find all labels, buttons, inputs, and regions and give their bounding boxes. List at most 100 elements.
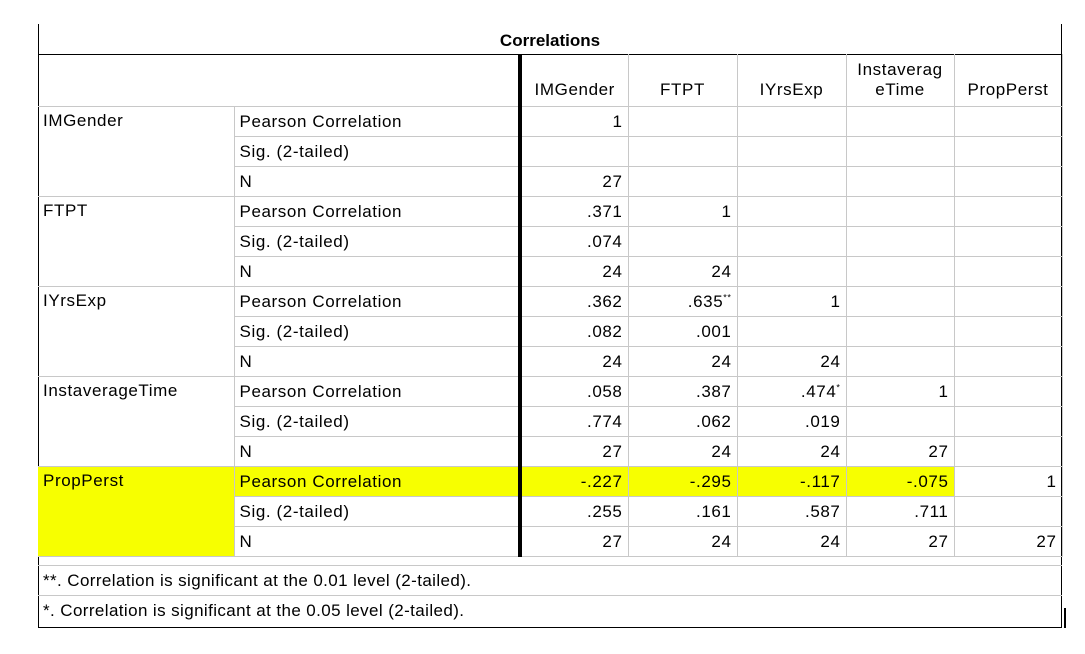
footnote-005: *. Correlation is significant at the 0.0… xyxy=(38,595,1062,625)
table-cell: .082 xyxy=(518,316,629,347)
table-row: IYrsExp Pearson Correlation .362.635** 1 xyxy=(38,286,1063,377)
stat-label: Sig. (2-tailed) xyxy=(233,496,521,527)
footnote-001: **. Correlation is significant at the 0.… xyxy=(38,565,1062,595)
table-cell: .062 xyxy=(627,406,738,437)
table-row: FTPT Pearson Correlation .371 1 xyxy=(38,196,1063,287)
table-cell xyxy=(736,226,847,257)
table-cell: 24 xyxy=(627,256,738,287)
variable-label: IYrsExp xyxy=(38,286,235,377)
table-cell xyxy=(953,376,1063,407)
table-cell: .362 xyxy=(518,286,629,317)
stat-label: Sig. (2-tailed) xyxy=(233,136,521,167)
stat-label: N xyxy=(233,526,521,557)
table-cell: 24 xyxy=(627,346,738,377)
table-row: N 27 24 24 27 27 xyxy=(38,526,1063,557)
table-cell: 1 xyxy=(627,196,738,227)
stat-label: N xyxy=(233,256,521,287)
stat-label: Pearson Correlation xyxy=(233,466,521,497)
stat-label: N xyxy=(233,346,521,377)
table-cell: .387 xyxy=(627,376,738,407)
table-cell xyxy=(845,286,955,317)
table-cell: 27 xyxy=(518,526,629,557)
column-header: IYrsExp xyxy=(736,54,847,107)
significance-mark: * xyxy=(836,381,841,392)
table-cell xyxy=(845,196,955,227)
table-row: InstaverageTime Pearson Correlation .058.3… xyxy=(38,376,1063,467)
table-cell: 24 xyxy=(627,436,738,467)
table-cell: 1 xyxy=(736,286,847,317)
table-cell xyxy=(953,166,1063,197)
header-blank xyxy=(38,54,521,107)
table-cell xyxy=(627,106,738,137)
table-cell: .371 xyxy=(518,196,629,227)
variable-label: InstaverageTime xyxy=(38,376,235,467)
table-cell xyxy=(736,256,847,287)
table-cell: -.227 xyxy=(518,466,629,497)
table-cell: 24 xyxy=(736,526,847,557)
stat-label: Sig. (2-tailed) xyxy=(233,226,521,257)
stat-label: N xyxy=(233,436,521,467)
table-cell: .711 xyxy=(845,496,955,527)
table-cell: .474* xyxy=(736,376,847,407)
table-cell: 1 xyxy=(518,106,629,137)
table-cell: .019 xyxy=(736,406,847,437)
table-cell xyxy=(953,256,1063,287)
table-row: N 24 24 24 xyxy=(38,346,1063,377)
column-header: PropPerst xyxy=(953,54,1063,107)
table-cell: .587 xyxy=(736,496,847,527)
table-cell xyxy=(953,286,1063,317)
table-cell: -.295 xyxy=(627,466,738,497)
cell-value: .474 xyxy=(800,381,837,401)
variable-label: PropPerst xyxy=(38,466,235,557)
table-cell: 1 xyxy=(845,376,955,407)
stat-label: Pearson Correlation xyxy=(233,376,521,407)
stat-label: Pearson Correlation xyxy=(233,106,521,137)
table-cell xyxy=(953,196,1063,227)
table-cell: 24 xyxy=(736,436,847,467)
cell-value: .635 xyxy=(687,291,724,311)
table-cell xyxy=(953,436,1063,467)
column-header: IMGender xyxy=(518,54,629,107)
table-cell xyxy=(736,106,847,137)
table-cell: 24 xyxy=(518,256,629,287)
table-cell: 27 xyxy=(518,166,629,197)
table-cell xyxy=(953,106,1063,137)
table-row: PropPerst Pearson Correlation -.227 -.295 -.… xyxy=(38,466,1063,557)
table-cell xyxy=(845,316,955,347)
table-cell xyxy=(953,406,1063,437)
table-cell: 1 xyxy=(953,466,1063,497)
table-cell xyxy=(627,136,738,167)
table-cell: .058 xyxy=(518,376,629,407)
table-cell xyxy=(845,346,955,377)
table-cell: .001 xyxy=(627,316,738,347)
table-cell: -.075 xyxy=(845,466,955,497)
table-cell xyxy=(845,166,955,197)
table-cell xyxy=(518,136,629,167)
table-cell xyxy=(953,496,1063,527)
table-cell: 27 xyxy=(845,436,955,467)
table-cell xyxy=(845,226,955,257)
table-cell: .255 xyxy=(518,496,629,527)
table-row: N 24 24 xyxy=(38,256,1063,287)
table-cell xyxy=(627,166,738,197)
table-cell xyxy=(736,136,847,167)
correlations-table: IMGender FTPT IYrsExp Instaverag eTime PropP… xyxy=(38,54,1063,557)
table-cell xyxy=(845,256,955,287)
text-cursor xyxy=(1064,608,1066,628)
table-cell xyxy=(736,166,847,197)
table-row: IMGender Pearson Correlation 1 xyxy=(38,106,1063,197)
table-cell: .074 xyxy=(518,226,629,257)
stat-label: N xyxy=(233,166,521,197)
column-header: FTPT xyxy=(627,54,738,107)
header-row: IMGender FTPT IYrsExp Instaverag eTime PropP… xyxy=(38,54,1063,107)
table-cell: .161 xyxy=(627,496,738,527)
stat-label: Pearson Correlation xyxy=(233,196,521,227)
table-row: N 27 xyxy=(38,166,1063,197)
table-cell: .635** xyxy=(627,286,738,317)
table-cell: 24 xyxy=(518,346,629,377)
table-cell: -.117 xyxy=(736,466,847,497)
table-cell: 27 xyxy=(953,526,1063,557)
table-cell xyxy=(953,316,1063,347)
table-cell xyxy=(627,226,738,257)
variable-label: IMGender xyxy=(38,106,235,197)
